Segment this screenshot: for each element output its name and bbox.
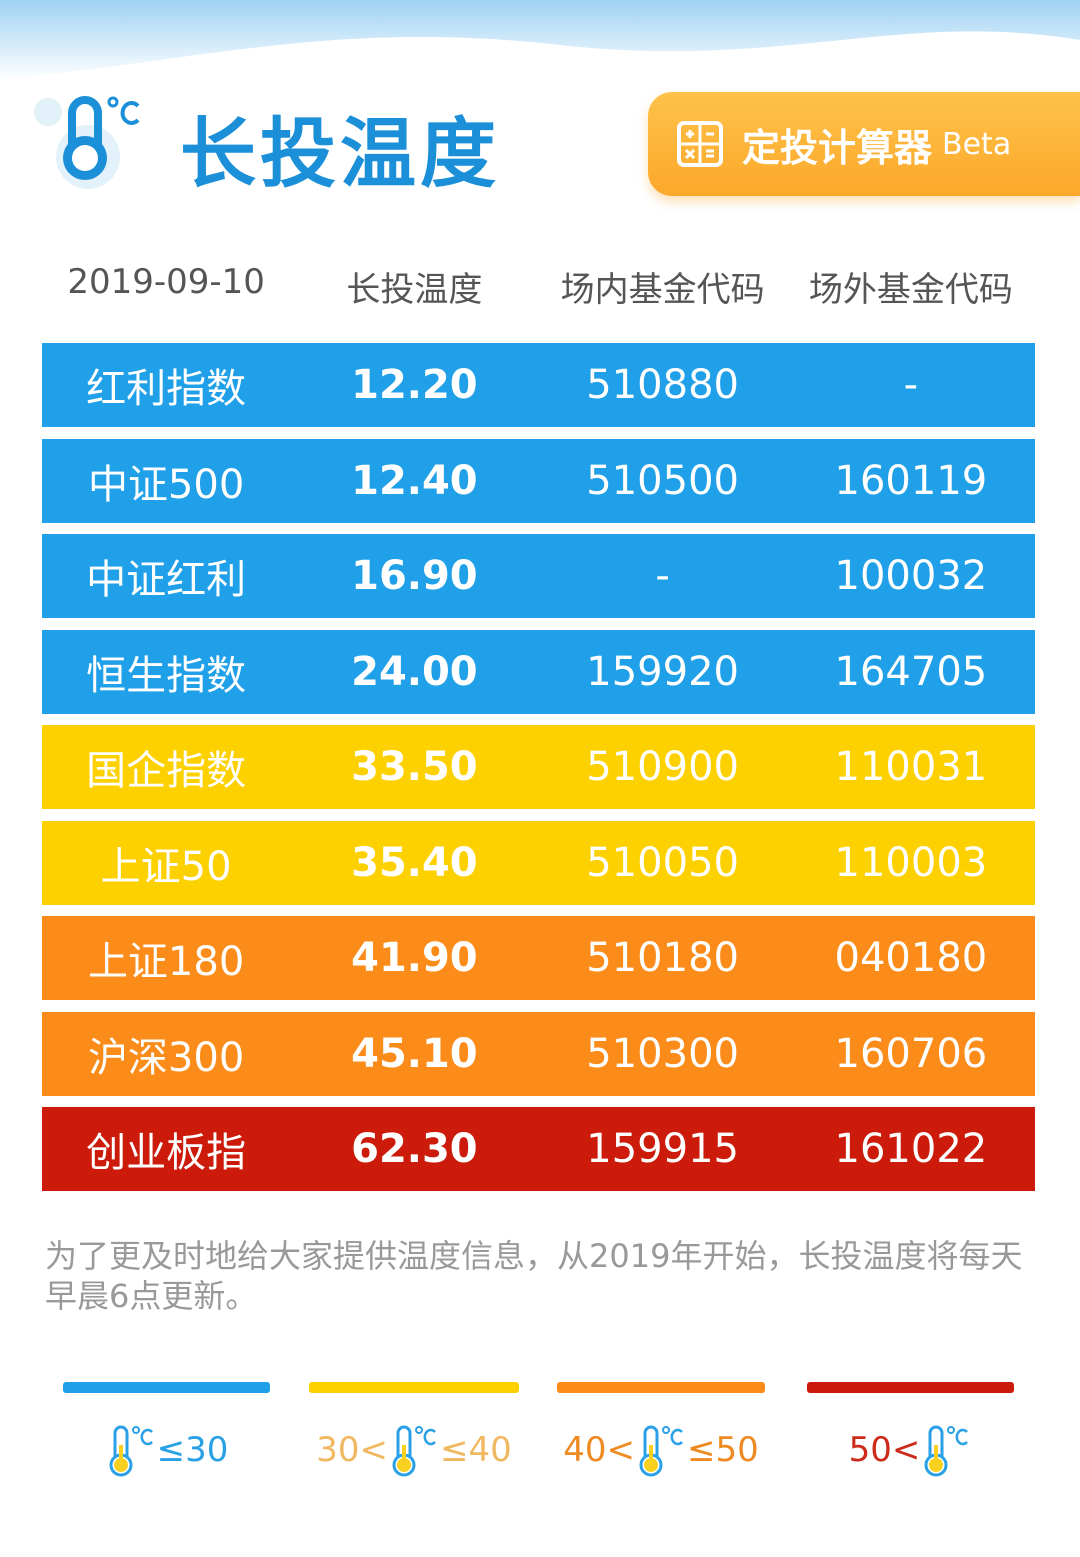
legend-suffix: ≤40 xyxy=(440,1430,512,1470)
legend-bar xyxy=(63,1382,270,1393)
cell-name: 沪深300 xyxy=(87,1034,245,1081)
cell-onsite-code: 159915 xyxy=(586,1126,739,1172)
cell-offsite-code: 160706 xyxy=(834,1030,988,1077)
cell-offsite-code: - xyxy=(903,362,919,408)
cell-onsite-code: - xyxy=(655,553,670,599)
cell-offsite-code: 164705 xyxy=(834,648,988,695)
legend-item: 50< xyxy=(787,1420,1034,1480)
legend-prefix: 40< xyxy=(563,1430,635,1470)
cell-temperature: 12.40 xyxy=(351,457,478,504)
cell-temperature: 41.90 xyxy=(351,935,478,981)
calculator-button[interactable]: 定投计算器 Beta xyxy=(648,92,1080,196)
legend-prefix: 30< xyxy=(316,1430,388,1470)
header-wave xyxy=(0,0,1080,80)
legend-item: 30< ≤40 xyxy=(289,1420,539,1480)
cell-name: 上证180 xyxy=(87,939,245,985)
cell-temperature: 16.90 xyxy=(351,553,478,599)
cell-onsite-code: 510500 xyxy=(586,457,739,504)
cell-offsite-code: 040180 xyxy=(834,935,988,981)
cell-temperature: 33.50 xyxy=(351,744,478,790)
table-row[interactable]: 中证红利 16.90 - 100032 xyxy=(42,534,1035,618)
legend-suffix: ≤50 xyxy=(687,1430,759,1470)
logo-icon xyxy=(34,96,140,189)
cell-name: 中证500 xyxy=(87,461,245,508)
thermometer-icon xyxy=(639,1425,683,1477)
cell-onsite-code: 510300 xyxy=(586,1030,739,1077)
cell-name: 中证红利 xyxy=(86,557,247,603)
column-header: 场外基金代码 xyxy=(808,270,1013,310)
thermometer-icon xyxy=(924,1425,969,1477)
calculator-icon xyxy=(677,121,723,167)
legend-prefix: 50< xyxy=(848,1430,921,1470)
thermometer-icon xyxy=(392,1425,436,1477)
table-row[interactable]: 沪深300 45.10 510300 160706 xyxy=(42,1011,1035,1096)
table-row[interactable]: 恒生指数 24.00 159920 164705 xyxy=(42,629,1035,714)
cell-name: 上证50 xyxy=(100,843,232,890)
thermometer-icon xyxy=(109,1425,153,1477)
table-row[interactable]: 国企指数 33.50 510900 110031 xyxy=(42,725,1035,809)
cell-temperature: 12.20 xyxy=(351,362,478,408)
table-row[interactable]: 红利指数 12.20 510880 - xyxy=(42,343,1035,427)
cell-name: 创业板指 xyxy=(86,1130,247,1176)
cell-name: 恒生指数 xyxy=(86,652,247,699)
app-title: 长投温度 xyxy=(180,109,500,198)
cell-onsite-code: 510880 xyxy=(586,362,739,408)
cell-offsite-code: 110003 xyxy=(834,839,988,886)
legend-item: ≤30 xyxy=(43,1420,290,1480)
cell-temperature: 62.30 xyxy=(351,1126,478,1172)
legend-bar xyxy=(309,1382,519,1393)
legend-bar xyxy=(557,1382,765,1393)
button-badge: Beta xyxy=(942,126,1012,162)
cell-offsite-code: 110031 xyxy=(834,744,988,790)
cell-name: 国企指数 xyxy=(86,748,247,794)
cell-temperature: 24.00 xyxy=(351,648,478,695)
footnote: 为了更及时地给大家提供温度信息，从2019年开始，长投温度将每天早晨6点更新。 xyxy=(45,1237,1023,1315)
legend-bar xyxy=(807,1382,1014,1393)
table-row[interactable]: 上证180 41.90 510180 040180 xyxy=(42,916,1035,1000)
cell-temperature: 35.40 xyxy=(351,839,478,886)
column-header: 场内基金代码 xyxy=(560,270,765,310)
cell-temperature: 45.10 xyxy=(351,1030,478,1077)
table-row[interactable]: 中证500 12.40 510500 160119 xyxy=(42,438,1035,523)
table-header: 2019-09-10 长投温度 场内基金代码 场外基金代码 xyxy=(42,262,1035,311)
table-row[interactable]: 创业板指 62.30 159915 161022 xyxy=(42,1107,1035,1191)
legend-item: 40< ≤50 xyxy=(537,1420,785,1480)
cell-onsite-code: 510900 xyxy=(586,744,739,790)
cell-name: 红利指数 xyxy=(86,366,247,412)
column-header: 长投温度 xyxy=(346,270,483,310)
cell-offsite-code: 161022 xyxy=(834,1126,988,1172)
legend-suffix: ≤30 xyxy=(156,1430,229,1470)
button-label: 定投计算器 xyxy=(742,125,933,170)
cell-onsite-code: 159920 xyxy=(586,648,739,695)
cell-offsite-code: 100032 xyxy=(834,553,988,599)
table-row[interactable]: 上证50 35.40 510050 110003 xyxy=(42,820,1035,905)
cell-onsite-code: 510180 xyxy=(586,935,739,981)
cell-offsite-code: 160119 xyxy=(834,457,988,504)
cell-onsite-code: 510050 xyxy=(586,839,739,886)
column-header: 2019-09-10 xyxy=(67,262,265,302)
